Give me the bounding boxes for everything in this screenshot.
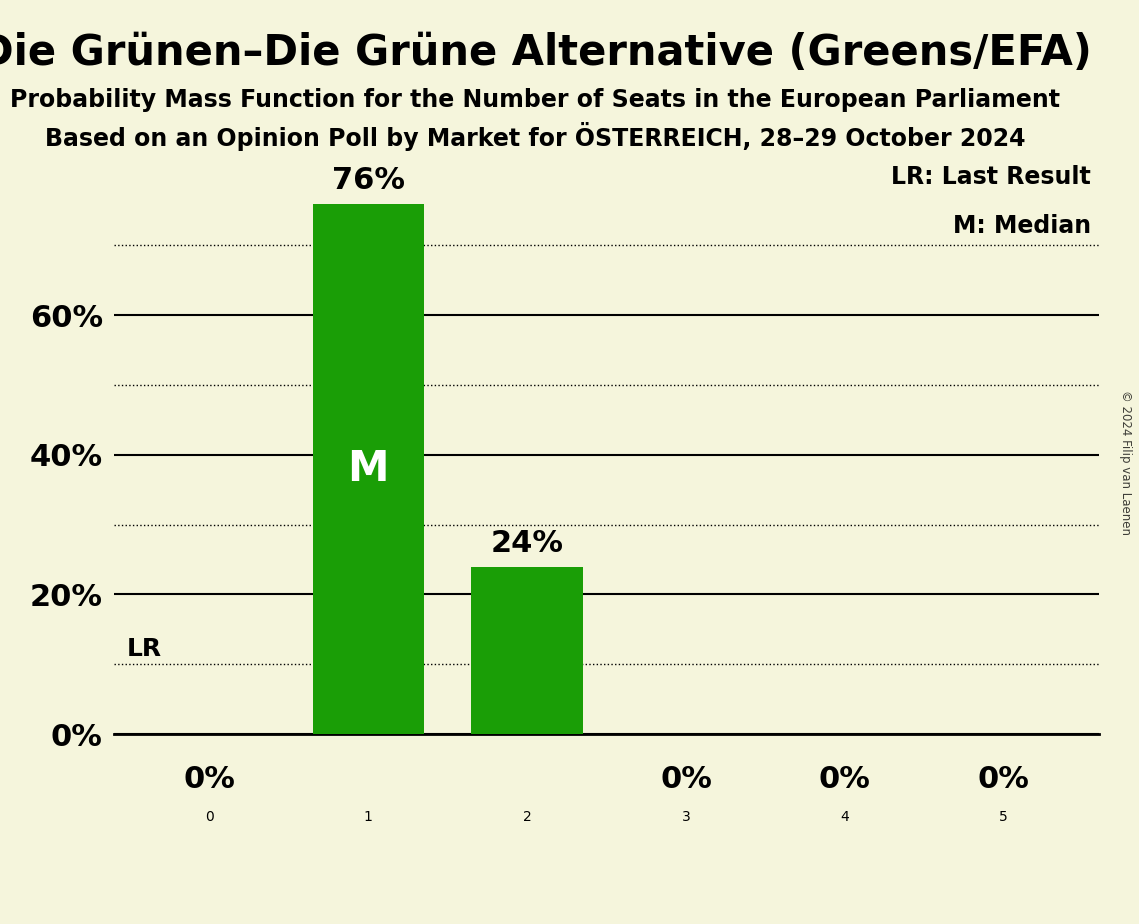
Text: M: M	[347, 448, 388, 490]
Text: 76%: 76%	[331, 166, 404, 195]
Text: Based on an Opinion Poll by Market for ÖSTERREICH, 28–29 October 2024: Based on an Opinion Poll by Market for Ö…	[46, 122, 1025, 151]
Text: 0%: 0%	[978, 765, 1030, 794]
Text: M: Median: M: Median	[953, 214, 1091, 238]
Text: Probability Mass Function for the Number of Seats in the European Parliament: Probability Mass Function for the Number…	[10, 88, 1060, 112]
Text: © 2024 Filip van Laenen: © 2024 Filip van Laenen	[1118, 390, 1132, 534]
Text: LR: LR	[126, 637, 162, 661]
Text: 24%: 24%	[491, 529, 564, 558]
Text: 0%: 0%	[659, 765, 712, 794]
Text: LR: Last Result: LR: Last Result	[892, 165, 1091, 189]
Text: Die Grünen–Die Grüne Alternative (Greens/EFA): Die Grünen–Die Grüne Alternative (Greens…	[0, 32, 1092, 74]
Bar	[312, 203, 424, 734]
Bar	[472, 566, 583, 734]
Text: 0%: 0%	[183, 765, 235, 794]
Text: 0%: 0%	[819, 765, 871, 794]
